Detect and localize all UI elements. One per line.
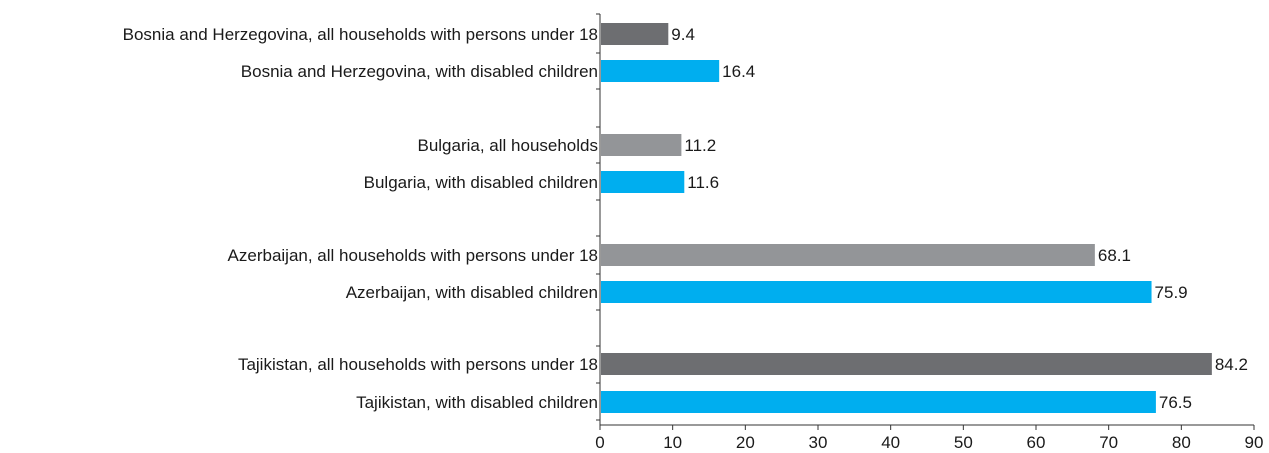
x-tick-label: 10 <box>663 433 682 452</box>
bar <box>601 23 669 45</box>
value-label: 11.2 <box>684 136 716 155</box>
x-tick-label: 60 <box>1027 433 1046 452</box>
category-label: Bulgaria, with disabled children <box>364 173 598 192</box>
x-tick-label: 80 <box>1172 433 1191 452</box>
category-label: Bulgaria, all households <box>417 136 598 155</box>
x-tick-label: 50 <box>954 433 973 452</box>
bars <box>601 23 1212 413</box>
category-label: Tajikistan, with disabled children <box>356 393 598 412</box>
x-tick-label: 90 <box>1245 433 1264 452</box>
bar <box>601 134 682 156</box>
value-label: 75.9 <box>1155 283 1188 302</box>
bar <box>601 353 1212 375</box>
x-tick-label: 40 <box>881 433 900 452</box>
bar <box>601 60 720 82</box>
value-label: 16.4 <box>722 62 755 81</box>
value-labels: 9.4 16.4 11.2 11.6 68.1 75.9 84.2 76.5 <box>671 25 1248 412</box>
value-label: 68.1 <box>1098 246 1131 265</box>
value-label: 76.5 <box>1159 393 1192 412</box>
axes: 0 10 20 30 40 50 60 70 80 90 <box>595 13 1264 452</box>
category-label: Azerbaijan, with disabled children <box>346 283 598 302</box>
x-tick-label: 70 <box>1099 433 1118 452</box>
x-tick-label: 30 <box>809 433 828 452</box>
bar <box>601 171 685 193</box>
value-label: 11.6 <box>687 173 719 192</box>
value-label: 84.2 <box>1215 355 1248 374</box>
category-label: Bosnia and Herzegovina, all households w… <box>123 25 598 44</box>
category-label: Bosnia and Herzegovina, with disabled ch… <box>241 62 598 81</box>
x-tick-label: 0 <box>595 433 604 452</box>
x-tick-label: 20 <box>736 433 755 452</box>
bar <box>601 281 1152 303</box>
bar <box>601 244 1095 266</box>
value-label: 9.4 <box>671 25 695 44</box>
category-labels: Bosnia and Herzegovina, all households w… <box>123 25 598 412</box>
category-label: Azerbaijan, all households with persons … <box>228 246 598 265</box>
bar <box>601 391 1156 413</box>
category-label: Tajikistan, all households with persons … <box>238 355 598 374</box>
